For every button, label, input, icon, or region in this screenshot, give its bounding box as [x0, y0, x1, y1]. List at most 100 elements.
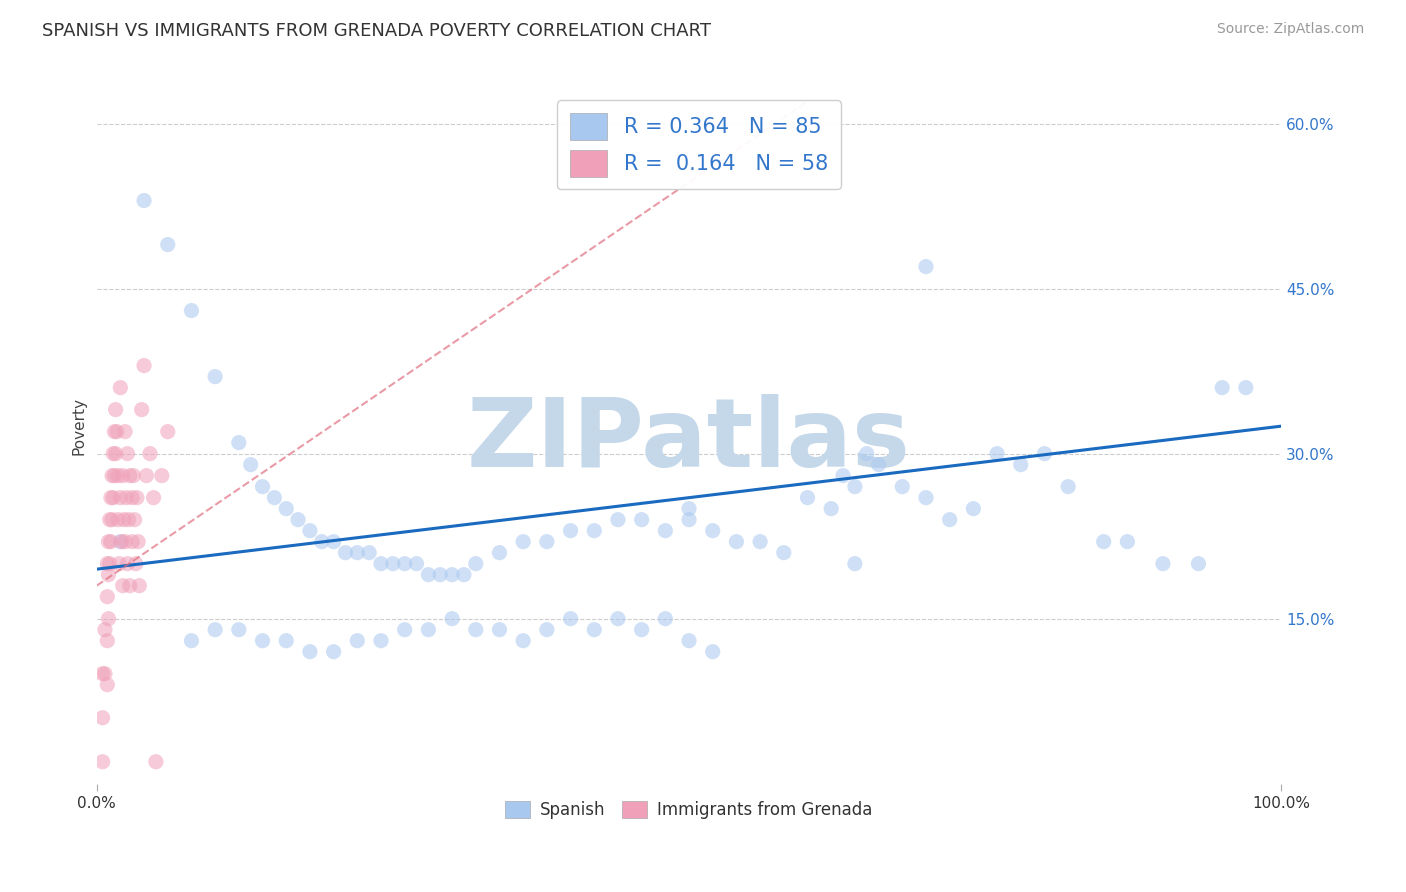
Point [91, 755, 114, 769]
Point [96, 633, 118, 648]
Point [132, 359, 155, 373]
Point [94, 666, 117, 681]
Point [844, 557, 866, 571]
Point [98, 513, 121, 527]
Point [101, 468, 124, 483]
Point [98, 557, 121, 571]
Point [796, 491, 818, 505]
Point [536, 534, 558, 549]
Point [394, 557, 416, 571]
Point [678, 501, 700, 516]
Point [100, 534, 122, 549]
Point [104, 402, 127, 417]
Point [118, 468, 141, 483]
Point [1211, 381, 1233, 395]
Point [103, 447, 125, 461]
Point [100, 491, 122, 505]
Point [110, 491, 132, 505]
Point [630, 623, 652, 637]
Text: Source: ZipAtlas.com: Source: ZipAtlas.com [1216, 22, 1364, 37]
Point [488, 623, 510, 637]
Point [228, 435, 250, 450]
Point [583, 623, 606, 637]
Point [1057, 480, 1080, 494]
Point [145, 755, 167, 769]
Point [986, 447, 1008, 461]
Point [104, 447, 127, 461]
Point [118, 579, 141, 593]
Point [832, 468, 855, 483]
Point [418, 567, 440, 582]
Text: ZIPatlas: ZIPatlas [467, 394, 911, 487]
Point [204, 369, 226, 384]
Point [110, 534, 132, 549]
Point [180, 303, 202, 318]
Point [103, 491, 125, 505]
Point [654, 524, 676, 538]
Point [560, 524, 582, 538]
Point [276, 633, 298, 648]
Point [702, 645, 724, 659]
Point [512, 534, 534, 549]
Point [115, 491, 138, 505]
Point [938, 513, 960, 527]
Point [156, 425, 179, 439]
Point [1234, 381, 1257, 395]
Point [915, 260, 938, 274]
Point [1152, 557, 1174, 571]
Point [1187, 557, 1209, 571]
Point [125, 557, 148, 571]
Point [607, 612, 630, 626]
Point [370, 633, 392, 648]
Point [139, 447, 162, 461]
Point [855, 447, 877, 461]
Point [287, 513, 309, 527]
Point [298, 645, 321, 659]
Point [142, 491, 165, 505]
Point [536, 623, 558, 637]
Point [107, 513, 129, 527]
Point [418, 623, 440, 637]
Point [121, 534, 143, 549]
Point [128, 579, 150, 593]
Point [125, 491, 148, 505]
Point [111, 579, 134, 593]
Point [335, 546, 357, 560]
Point [239, 458, 262, 472]
Point [583, 524, 606, 538]
Point [276, 501, 298, 516]
Point [359, 546, 381, 560]
Point [263, 491, 285, 505]
Point [702, 524, 724, 538]
Point [108, 557, 131, 571]
Point [1092, 534, 1115, 549]
Point [678, 633, 700, 648]
Point [311, 534, 333, 549]
Point [111, 468, 134, 483]
Point [749, 534, 772, 549]
Point [405, 557, 427, 571]
Point [1010, 458, 1032, 472]
Point [105, 425, 128, 439]
Point [122, 468, 145, 483]
Point [346, 633, 368, 648]
Point [110, 381, 132, 395]
Point [1116, 534, 1139, 549]
Point [772, 546, 794, 560]
Point [868, 458, 890, 472]
Point [96, 678, 118, 692]
Point [132, 194, 155, 208]
Point [112, 513, 135, 527]
Y-axis label: Poverty: Poverty [72, 397, 86, 455]
Point [101, 513, 124, 527]
Point [117, 447, 139, 461]
Point [370, 557, 392, 571]
Point [607, 513, 630, 527]
Point [117, 513, 139, 527]
Point [117, 557, 139, 571]
Point [114, 534, 136, 549]
Point [915, 491, 938, 505]
Point [121, 491, 143, 505]
Point [252, 480, 274, 494]
Point [204, 623, 226, 637]
